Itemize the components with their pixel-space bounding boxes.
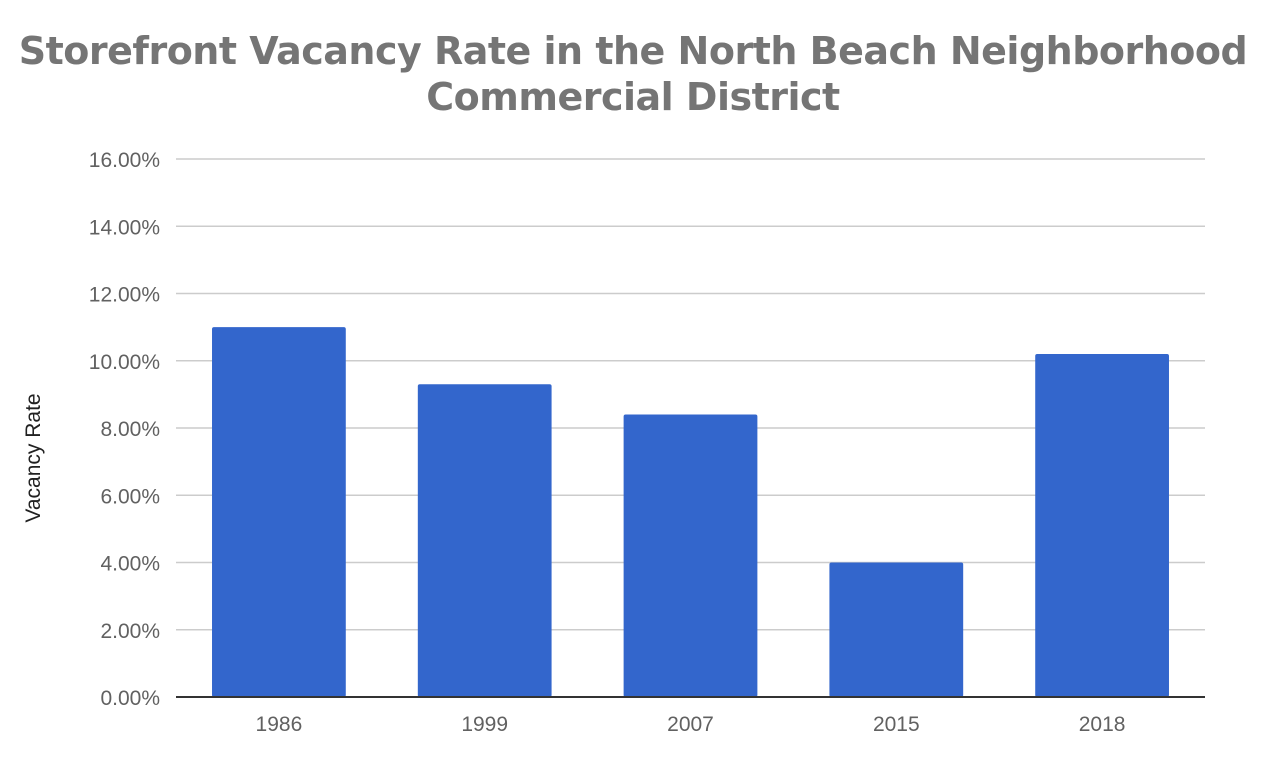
bar-1986 (212, 327, 346, 697)
x-axis-tick-labels: 1986 1999 2007 2015 2018 (256, 713, 1126, 736)
bar-2007 (623, 414, 758, 697)
y-tick-label: 16.00% (89, 149, 160, 172)
y-tick-label: 2.00% (100, 620, 160, 643)
y-tick-label: 12.00% (89, 284, 160, 307)
y-axis-label: Vacancy Rate (22, 393, 45, 522)
chart-title-line-2: Commercial District (426, 75, 840, 119)
chart-title: Storefront Vacancy Rate in the North Bea… (0, 28, 1266, 120)
y-tick-label: 14.00% (89, 216, 160, 239)
y-tick-label: 0.00% (100, 687, 160, 710)
bar-2015 (829, 562, 964, 697)
y-tick-label: 4.00% (100, 553, 160, 576)
bars (212, 327, 1169, 697)
y-tick-label: 6.00% (100, 485, 160, 508)
x-tick-label: 1986 (256, 713, 303, 736)
y-axis-tick-labels: 0.00% 2.00% 4.00% 6.00% 8.00% 10.00% 12.00% 14.… (89, 149, 160, 710)
x-tick-label: 1999 (461, 713, 508, 736)
bar-1999 (417, 384, 552, 697)
x-tick-label: 2018 (1079, 713, 1126, 736)
y-tick-label: 10.00% (89, 351, 160, 374)
y-tick-label: 8.00% (100, 418, 160, 441)
x-tick-label: 2007 (667, 713, 714, 736)
x-tick-label: 2015 (873, 713, 920, 736)
chart-title-line-1: Storefront Vacancy Rate in the North Bea… (18, 29, 1248, 73)
bar-2018 (1035, 354, 1169, 697)
